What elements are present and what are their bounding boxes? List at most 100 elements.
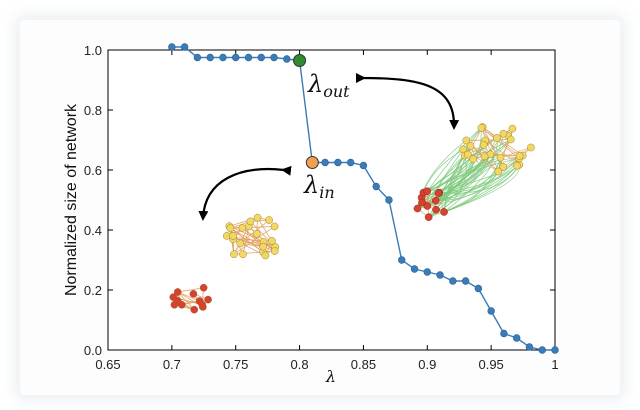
network-node <box>418 198 426 207</box>
network-edge <box>467 154 523 156</box>
annotation-markers <box>293 54 319 169</box>
network-node <box>199 283 208 292</box>
data-point <box>346 158 355 167</box>
x-tick-label: 0.8 <box>291 357 309 372</box>
network-edge <box>230 227 264 253</box>
data-point <box>385 196 393 204</box>
lambda-out-label: λout <box>307 70 350 101</box>
network-node <box>173 288 182 296</box>
network-edge <box>229 225 276 248</box>
x-tick-label: 0.7 <box>163 357 181 372</box>
network-edge <box>177 291 200 302</box>
network-node <box>477 124 486 132</box>
y-tick-label: 0.2 <box>84 283 102 298</box>
network-node <box>198 300 207 309</box>
network-node <box>270 222 279 231</box>
network-edge <box>242 226 250 255</box>
network-node <box>413 204 422 213</box>
data-point <box>283 55 291 63</box>
y-tick-label: 0.8 <box>84 103 102 118</box>
data-point <box>180 43 189 51</box>
network-edge <box>426 127 482 192</box>
network-edge <box>177 287 204 293</box>
network-node <box>515 152 524 160</box>
network-node <box>190 305 199 314</box>
network-edge <box>484 140 520 166</box>
y-tick-label: 0.6 <box>84 163 102 178</box>
y-tick-label: 1.0 <box>84 43 102 58</box>
network-edge <box>181 299 209 306</box>
arrow-to-large-network <box>355 72 460 130</box>
network-edge <box>242 227 264 248</box>
x-tick-label: 0.65 <box>95 357 120 372</box>
network-node <box>229 232 237 240</box>
network-node <box>499 129 508 138</box>
network-node <box>527 143 535 152</box>
network-edge <box>240 242 264 248</box>
data-point <box>206 53 214 62</box>
data-point <box>449 277 457 285</box>
network-node <box>513 161 521 170</box>
data-point <box>232 53 240 62</box>
network-node <box>493 134 501 142</box>
data-point <box>423 268 431 276</box>
data-point <box>372 182 380 191</box>
annotation-marker <box>305 156 319 169</box>
data-point <box>474 284 483 293</box>
network-node <box>469 155 478 163</box>
network-node <box>463 150 472 159</box>
network-node <box>480 152 489 161</box>
network-node <box>246 217 255 226</box>
network-node <box>238 224 247 232</box>
y-tick-label: 0.4 <box>84 223 102 238</box>
network-node <box>494 167 503 176</box>
data-point <box>551 346 559 354</box>
network-edge <box>470 145 501 158</box>
network-node <box>253 213 262 222</box>
network-node <box>268 237 276 245</box>
network-node <box>226 224 235 233</box>
data-point <box>410 265 419 273</box>
data-point <box>193 53 202 62</box>
network-node <box>466 142 475 150</box>
data-point <box>461 277 470 285</box>
series-points <box>168 43 559 354</box>
y-axis-label: Normalized size of network <box>63 103 80 296</box>
network-edge <box>439 164 520 194</box>
data-point <box>512 334 521 342</box>
network-edge <box>427 137 498 192</box>
data-point <box>321 158 329 167</box>
network-edge <box>242 227 275 252</box>
x-axis-label: λ <box>325 367 336 386</box>
network-small-yellow <box>223 213 280 260</box>
network-small-red <box>169 283 212 314</box>
x-tick-label: 1 <box>551 357 558 372</box>
arrow-to-small-networks <box>198 165 292 221</box>
network-node <box>424 213 433 221</box>
network-node <box>252 229 261 238</box>
network-large-merged <box>413 123 535 221</box>
network-node <box>270 247 279 255</box>
data-point <box>436 271 444 279</box>
lambda-in-label: λin <box>303 171 335 202</box>
x-tick-label: 0.9 <box>418 357 436 372</box>
network-edge <box>435 157 501 201</box>
y-axis-ticks: 0.0 0.2 0.4 0.6 0.8 1.0 <box>84 43 555 358</box>
network-node <box>479 141 488 149</box>
network-node <box>230 250 238 259</box>
network-node <box>236 239 245 248</box>
data-point <box>219 53 227 62</box>
network-edge <box>481 127 499 172</box>
network-node <box>265 216 273 224</box>
x-tick-label: 0.95 <box>478 357 503 372</box>
data-point <box>500 329 508 338</box>
data-point <box>398 256 406 264</box>
y-tick-label: 0.0 <box>84 343 102 358</box>
network-edge <box>467 126 484 155</box>
data-point <box>487 307 495 315</box>
network-node <box>423 202 432 210</box>
network-node <box>178 300 186 309</box>
network-node <box>496 153 505 162</box>
network-edge <box>482 126 523 156</box>
